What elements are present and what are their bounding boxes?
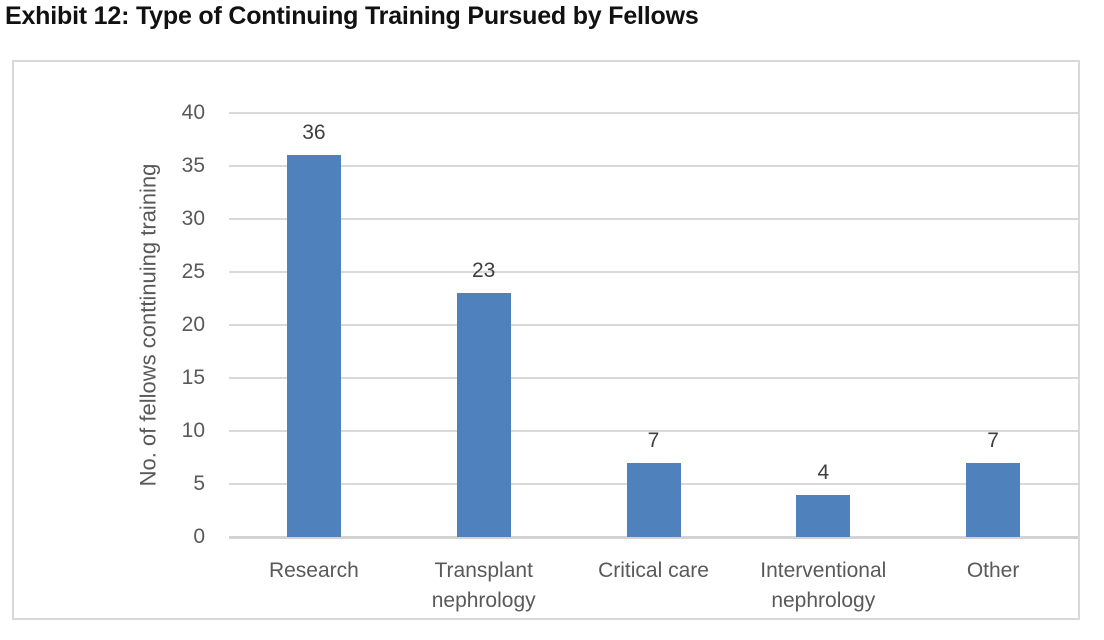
x-tick-label-text: Transplant nephrology [431, 559, 536, 612]
y-tick-label: 40 [181, 101, 205, 124]
bar-transplant-nephrology [456, 293, 511, 537]
bar-value-label-critical-care: 7 [647, 428, 660, 452]
bar-value-label-other: 7 [987, 428, 999, 452]
x-axis-line [229, 536, 1078, 539]
gridline [229, 324, 1078, 326]
x-tick-label-other: Other [907, 556, 1079, 586]
x-tick-label-text: Critical care [598, 559, 709, 582]
y-tick-label: 0 [193, 525, 205, 548]
bar-value-label-interventional-nephrology: 4 [817, 460, 830, 484]
page-title: Exhibit 12: Type of Continuing Training … [5, 2, 699, 30]
x-tick-label-text: Research [268, 559, 359, 582]
gridline [229, 165, 1078, 167]
bar-value-label-research: 36 [302, 121, 326, 145]
y-tick-label: 15 [181, 366, 205, 389]
y-tick-label: 30 [181, 207, 205, 230]
x-tick-label-interventional-nephrology: Interventional nephrology [737, 556, 909, 616]
y-tick-label: 5 [193, 472, 205, 495]
bar-other [966, 462, 1021, 537]
x-tick-label-text: Other [966, 559, 1020, 582]
gridline [229, 271, 1078, 273]
y-tick-label: 25 [181, 260, 205, 283]
bar-research [286, 155, 341, 537]
x-tick-label-text: Interventional nephrology [760, 559, 887, 612]
y-tick-label: 20 [181, 313, 205, 336]
gridline [229, 430, 1078, 432]
gridline [229, 112, 1078, 114]
bar-value-label-transplant-nephrology: 23 [472, 259, 496, 283]
bar-critical-care [626, 462, 681, 537]
y-tick-label: 35 [181, 154, 205, 177]
x-tick-label-transplant-nephrology: Transplant nephrology [398, 556, 570, 616]
gridline [229, 218, 1078, 220]
x-tick-label-critical-care: Critical care [568, 556, 740, 586]
y-tick-label: 10 [181, 419, 205, 442]
chart-frame: No. of fellows conttinuing training 0 5 10… [12, 60, 1080, 620]
x-tick-label-research: Research [228, 556, 400, 586]
bar-interventional-nephrology [796, 494, 851, 537]
gridline [229, 377, 1078, 379]
